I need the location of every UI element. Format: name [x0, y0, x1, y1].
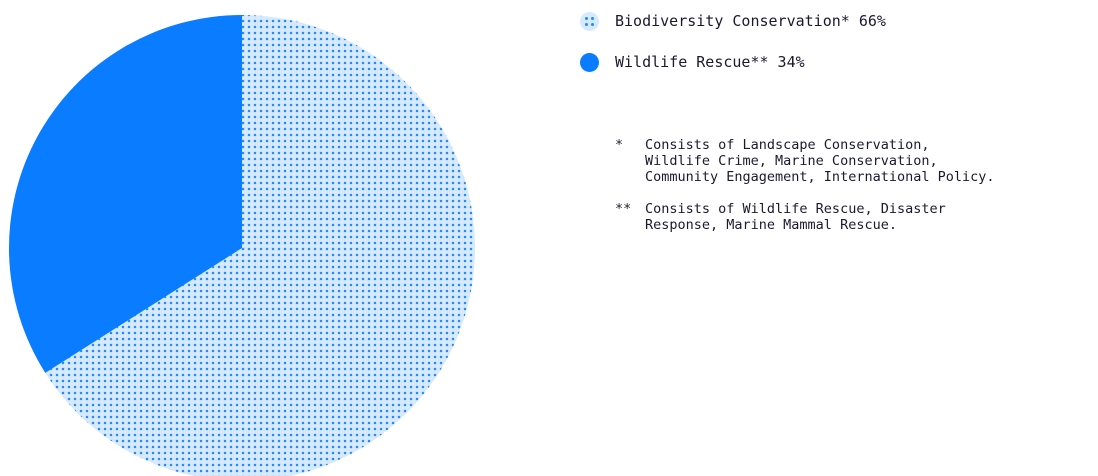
footnote-text: Consists of Wildlife Rescue, Disaster Re… — [645, 201, 946, 233]
footnote-wildlife-rescue: ** Consists of Wildlife Rescue, Disaster… — [615, 201, 1095, 233]
dotted-swatch-icon — [580, 11, 599, 31]
footnote-marker: * — [615, 137, 624, 153]
pie-slice-wildlife-rescue — [8, 15, 242, 373]
legend-item-wildlife-rescue: Wildlife Rescue** 34% — [580, 50, 1090, 74]
solid-swatch-icon — [580, 52, 599, 72]
pie-chart — [8, 15, 475, 476]
pie-slice-biodiversity-conservation — [45, 15, 475, 476]
legend-label-biodiversity: Biodiversity Conservation* 66% — [615, 12, 886, 30]
footnote-marker: ** — [615, 201, 632, 217]
legend: Biodiversity Conservation* 66% Wildlife … — [580, 9, 1090, 91]
footnote-biodiversity: * Consists of Landscape Conservation, Wi… — [615, 137, 1095, 185]
legend-label-wildlife-rescue: Wildlife Rescue** 34% — [615, 53, 805, 71]
footnotes: * Consists of Landscape Conservation, Wi… — [615, 137, 1095, 249]
footnote-text: Consists of Landscape Conservation, Wild… — [645, 137, 995, 185]
legend-item-biodiversity: Biodiversity Conservation* 66% — [580, 9, 1090, 33]
